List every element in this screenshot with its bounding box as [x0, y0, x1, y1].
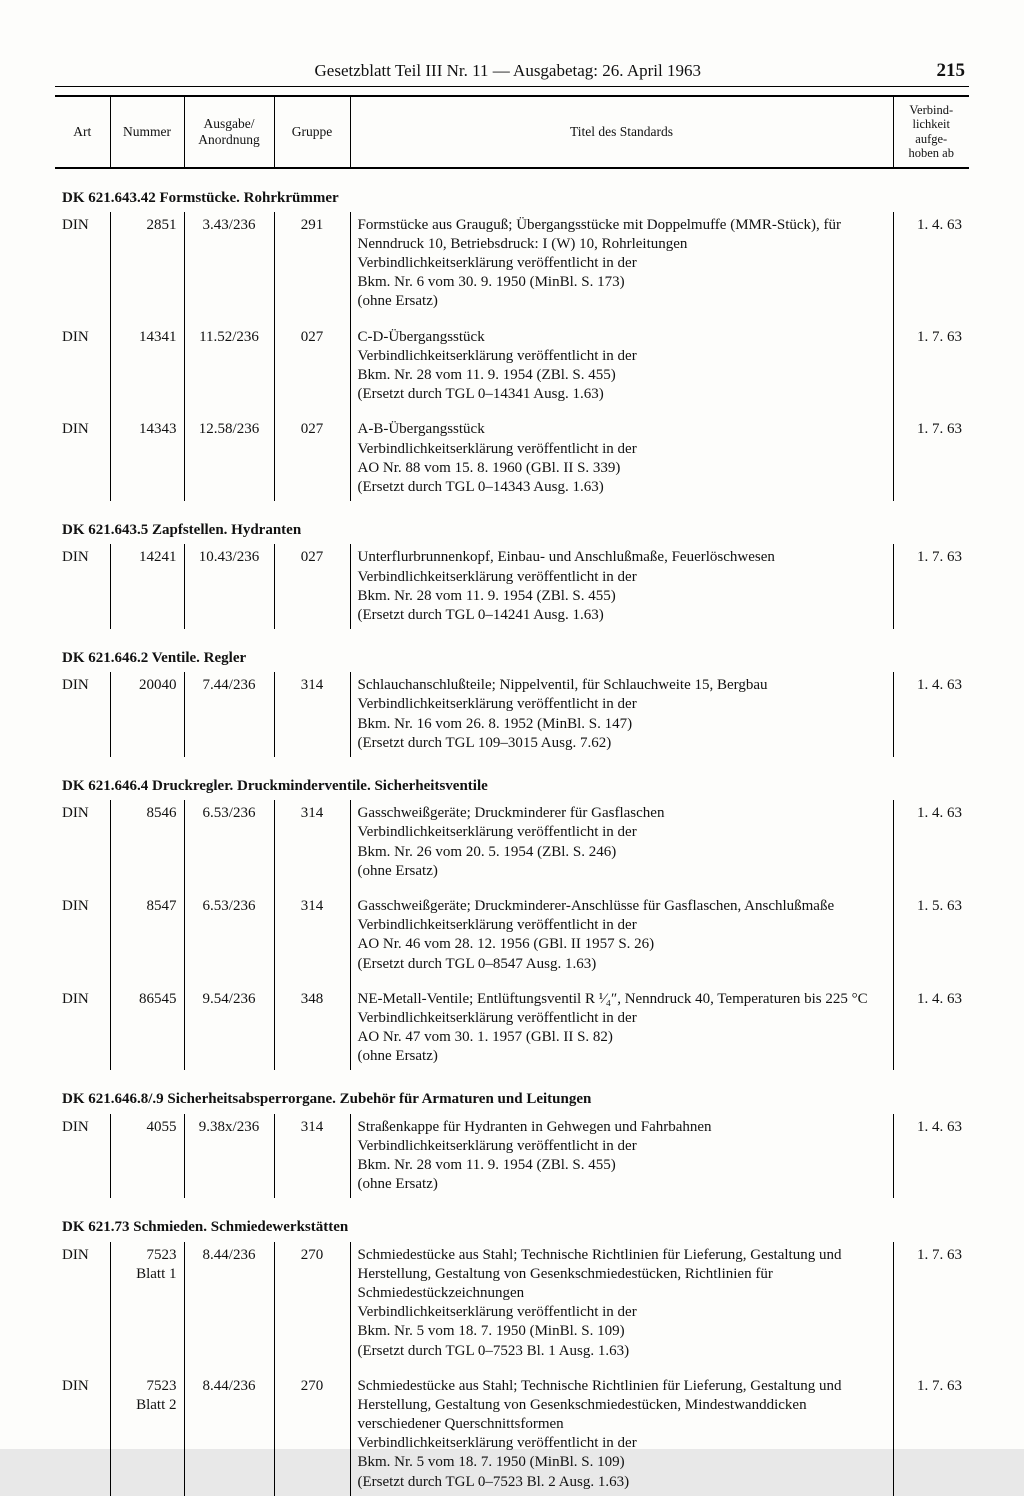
cell-gruppe: 348: [274, 986, 350, 1071]
cell-nummer: 7523 Blatt 1: [110, 1242, 184, 1365]
cell-titel: Schmiedestücke aus Stahl; Technische Ric…: [350, 1373, 893, 1496]
cell-nummer: 86545: [110, 986, 184, 1071]
table-row: DIN85466.53/236314Gasschweißgeräte; Druc…: [55, 800, 969, 885]
table-header: Art Nummer Ausgabe/ Anordnung Gruppe Tit…: [55, 96, 969, 168]
cell-titel: Gasschweißgeräte; Druckminderer-Anschlüs…: [350, 893, 893, 978]
cell-ausgabe: 11.52/236: [184, 324, 274, 409]
cell-nummer: 14241: [110, 544, 184, 629]
cell-art: DIN: [55, 1242, 110, 1365]
cell-titel: Straßenkappe für Hydranten in Gehwegen u…: [350, 1114, 893, 1199]
cell-titel: Gasschweißgeräte; Druckminderer für Gasf…: [350, 800, 893, 885]
col-ausgabe: Ausgabe/ Anordnung: [184, 96, 274, 168]
cell-gruppe: 314: [274, 672, 350, 757]
cell-ausgabe: 10.43/236: [184, 544, 274, 629]
cell-date: 1. 4. 63: [893, 800, 969, 885]
table-row: DIN7523 Blatt 18.44/236270Schmiedestücke…: [55, 1242, 969, 1365]
col-titel: Titel des Standards: [350, 96, 893, 168]
cell-art: DIN: [55, 416, 110, 501]
document-page: { "header": { "center": "Gesetzblatt Tei…: [0, 0, 1024, 1449]
cell-art: DIN: [55, 893, 110, 978]
cell-gruppe: 027: [274, 324, 350, 409]
cell-titel: Schlauchanschlußteile; Nippelventil, für…: [350, 672, 893, 757]
cell-nummer: 8546: [110, 800, 184, 885]
cell-date: 1. 4. 63: [893, 672, 969, 757]
page-header: Gesetzblatt Teil III Nr. 11 — Ausgabetag…: [55, 60, 969, 87]
standards-table: Art Nummer Ausgabe/ Anordnung Gruppe Tit…: [55, 95, 969, 1496]
page-number: 215: [917, 60, 966, 82]
cell-nummer: 14341: [110, 324, 184, 409]
cell-art: DIN: [55, 986, 110, 1071]
cell-date: 1. 5. 63: [893, 893, 969, 978]
cell-titel: Schmiedestücke aus Stahl; Technische Ric…: [350, 1242, 893, 1365]
cell-date: 1. 7. 63: [893, 416, 969, 501]
cell-nummer: 4055: [110, 1114, 184, 1199]
page-header-title: Gesetzblatt Teil III Nr. 11 — Ausgabetag…: [99, 61, 917, 81]
cell-nummer: 14343: [110, 416, 184, 501]
cell-art: DIN: [55, 1373, 110, 1496]
cell-date: 1. 4. 63: [893, 986, 969, 1071]
table-row: DIN40559.38x/236314Straßenkappe für Hydr…: [55, 1114, 969, 1199]
cell-titel: Unterflurbrunnenkopf, Einbau- und Anschl…: [350, 544, 893, 629]
table-row: DIN28513.43/236291Formstücke aus Grauguß…: [55, 212, 969, 316]
cell-nummer: 8547: [110, 893, 184, 978]
table-row: DIN85476.53/236314Gasschweißgeräte; Druc…: [55, 893, 969, 978]
col-nummer: Nummer: [110, 96, 184, 168]
col-art: Art: [55, 96, 110, 168]
cell-gruppe: 270: [274, 1373, 350, 1496]
cell-date: 1. 7. 63: [893, 1242, 969, 1365]
section-heading: DK 621.643.42 Formstücke. Rohrkrümmer: [55, 168, 969, 212]
cell-ausgabe: 6.53/236: [184, 893, 274, 978]
table-row: DIN865459.54/236348NE-Metall-Ventile; En…: [55, 986, 969, 1071]
cell-titel: C-D-ÜbergangsstückVerbindlichkeitserklär…: [350, 324, 893, 409]
section-heading: DK 621.646.2 Ventile. Regler: [55, 629, 969, 672]
section-heading: DK 621.643.5 Zapfstellen. Hydranten: [55, 501, 969, 544]
cell-date: 1. 7. 63: [893, 1373, 969, 1496]
cell-nummer: 2851: [110, 212, 184, 316]
cell-ausgabe: 9.38x/236: [184, 1114, 274, 1199]
section-heading: DK 621.646.4 Druckregler. Druckminderven…: [55, 757, 969, 800]
cell-titel: Formstücke aus Grauguß; Übergangsstücke …: [350, 212, 893, 316]
cell-ausgabe: 7.44/236: [184, 672, 274, 757]
cell-gruppe: 027: [274, 416, 350, 501]
cell-ausgabe: 8.44/236: [184, 1373, 274, 1496]
cell-date: 1. 4. 63: [893, 212, 969, 316]
cell-art: DIN: [55, 672, 110, 757]
cell-gruppe: 314: [274, 800, 350, 885]
cell-titel: NE-Metall-Ventile; Entlüftungsventil R ¹…: [350, 986, 893, 1071]
cell-art: DIN: [55, 212, 110, 316]
cell-date: 1. 4. 63: [893, 1114, 969, 1199]
table-body: DK 621.643.42 Formstücke. RohrkrümmerDIN…: [55, 168, 969, 1496]
cell-titel: A-B-ÜbergangsstückVerbindlichkeitserklär…: [350, 416, 893, 501]
cell-gruppe: 027: [274, 544, 350, 629]
cell-art: DIN: [55, 1114, 110, 1199]
cell-nummer: 20040: [110, 672, 184, 757]
section-heading: DK 621.73 Schmieden. Schmiedewerkstätten: [55, 1198, 969, 1241]
cell-date: 1. 7. 63: [893, 324, 969, 409]
cell-ausgabe: 3.43/236: [184, 212, 274, 316]
table-row: DIN200407.44/236314Schlauchanschlußteile…: [55, 672, 969, 757]
table-row: DIN1434312.58/236027A-B-ÜbergangsstückVe…: [55, 416, 969, 501]
table-row: DIN1434111.52/236027C-D-ÜbergangsstückVe…: [55, 324, 969, 409]
col-gruppe: Gruppe: [274, 96, 350, 168]
cell-gruppe: 314: [274, 1114, 350, 1199]
col-verbind: Verbind- lichkeit aufge- hoben ab: [893, 96, 969, 168]
cell-art: DIN: [55, 800, 110, 885]
table-row: DIN1424110.43/236027Unterflurbrunnenkopf…: [55, 544, 969, 629]
section-heading: DK 621.646.8/.9 Sicherheitsabsperrorgane…: [55, 1070, 969, 1113]
cell-date: 1. 7. 63: [893, 544, 969, 629]
cell-gruppe: 291: [274, 212, 350, 316]
cell-nummer: 7523 Blatt 2: [110, 1373, 184, 1496]
cell-ausgabe: 8.44/236: [184, 1242, 274, 1365]
cell-ausgabe: 12.58/236: [184, 416, 274, 501]
cell-ausgabe: 6.53/236: [184, 800, 274, 885]
cell-art: DIN: [55, 544, 110, 629]
cell-art: DIN: [55, 324, 110, 409]
cell-ausgabe: 9.54/236: [184, 986, 274, 1071]
cell-gruppe: 314: [274, 893, 350, 978]
table-row: DIN7523 Blatt 28.44/236270Schmiedestücke…: [55, 1373, 969, 1496]
cell-gruppe: 270: [274, 1242, 350, 1365]
